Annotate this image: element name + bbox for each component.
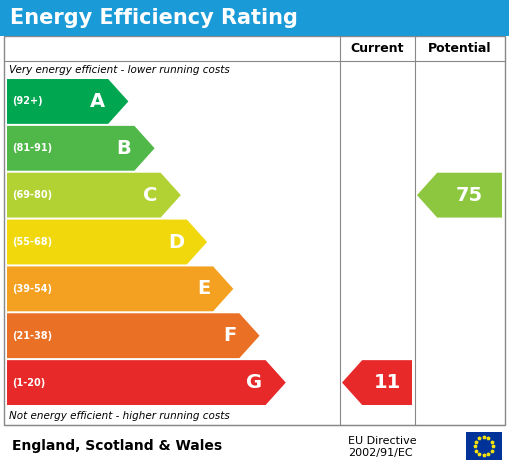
- Text: C: C: [143, 186, 158, 205]
- Polygon shape: [7, 219, 207, 264]
- Bar: [0, 0, 509, 36]
- Text: (39-54): (39-54): [12, 284, 52, 294]
- Text: (92+): (92+): [12, 96, 43, 106]
- Text: F: F: [223, 326, 236, 345]
- Polygon shape: [417, 173, 502, 218]
- Text: E: E: [197, 279, 210, 298]
- Text: (69-80): (69-80): [12, 190, 52, 200]
- Polygon shape: [7, 313, 260, 358]
- Polygon shape: [7, 126, 155, 171]
- Polygon shape: [342, 360, 412, 405]
- Text: (81-91): (81-91): [12, 143, 52, 153]
- Text: EU Directive: EU Directive: [348, 436, 417, 446]
- Polygon shape: [7, 79, 128, 124]
- Text: D: D: [168, 233, 184, 252]
- Text: 11: 11: [374, 373, 401, 392]
- Text: Current: Current: [351, 42, 404, 55]
- Text: (21-38): (21-38): [12, 331, 52, 341]
- Text: (55-68): (55-68): [12, 237, 52, 247]
- Polygon shape: [7, 173, 181, 218]
- Text: 75: 75: [456, 186, 483, 205]
- Text: 2002/91/EC: 2002/91/EC: [348, 448, 413, 458]
- Bar: [4, 36, 505, 425]
- Text: Not energy efficient - higher running costs: Not energy efficient - higher running co…: [9, 411, 230, 421]
- Text: (1-20): (1-20): [12, 378, 45, 388]
- Text: B: B: [117, 139, 131, 158]
- Bar: [466, 432, 502, 460]
- Text: England, Scotland & Wales: England, Scotland & Wales: [12, 439, 222, 453]
- Polygon shape: [7, 267, 233, 311]
- Polygon shape: [7, 360, 286, 405]
- Text: Potential: Potential: [428, 42, 492, 55]
- Text: A: A: [90, 92, 105, 111]
- Text: Energy Efficiency Rating: Energy Efficiency Rating: [10, 8, 298, 28]
- Text: Very energy efficient - lower running costs: Very energy efficient - lower running co…: [9, 65, 230, 75]
- Text: G: G: [246, 373, 263, 392]
